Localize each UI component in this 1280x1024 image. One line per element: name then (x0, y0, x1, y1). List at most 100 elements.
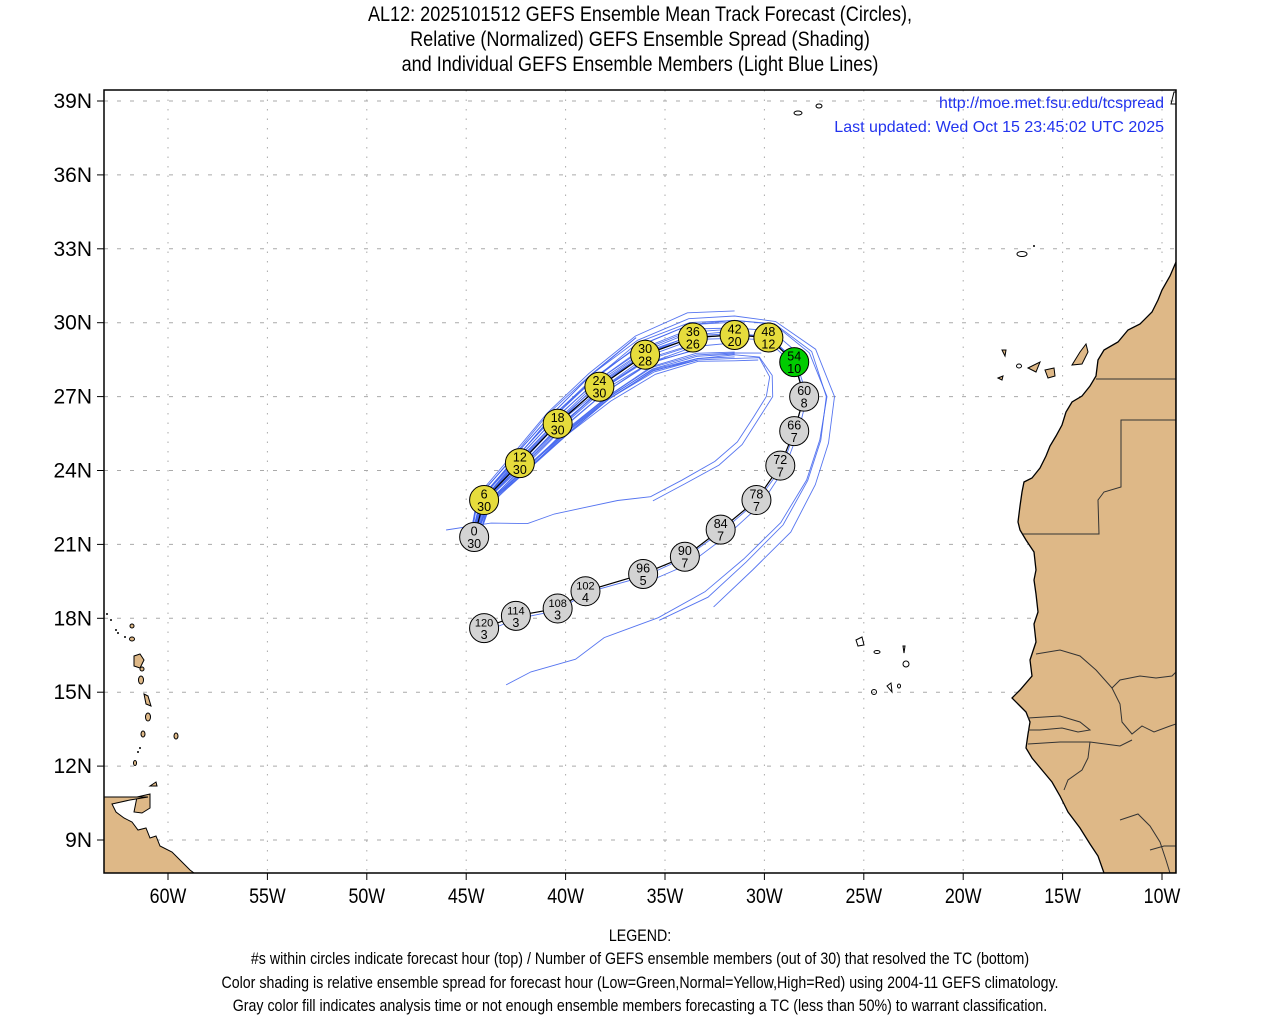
track-circle (459, 522, 490, 553)
lon-tick-label: 25W (845, 885, 882, 909)
lon-tick-label: 10W (1144, 885, 1181, 909)
legend-line-1: #s within circles indicate forecast hour… (250, 950, 1030, 968)
lon-tick-label: 30W (746, 885, 783, 909)
track-circle (669, 541, 700, 572)
track-circle (469, 485, 500, 516)
ensemble-member-line (446, 357, 771, 539)
forecast-hour-label: 36 (686, 325, 700, 339)
lon-tick-label: 55W (249, 885, 286, 909)
track-circle (753, 322, 784, 353)
forecast-hour-label: 30 (638, 342, 652, 356)
member-count-label: 7 (777, 466, 784, 480)
lon-tick-label: 15W (1044, 885, 1081, 909)
lon-tick-label: 40W (547, 885, 584, 909)
member-count-label: 7 (717, 530, 724, 544)
forecast-hour-label: 12 (513, 451, 527, 465)
lat-tick-label: 21N (53, 533, 92, 556)
lat-tick-label: 27N (53, 386, 92, 409)
track-point: 030 (459, 522, 490, 553)
forecast-hour-label: 108 (548, 598, 566, 610)
forecast-hour-label: 42 (728, 323, 742, 337)
legend-line-3: Gray color fill indicates analysis time … (232, 997, 1048, 1015)
forecast-hour-label: 90 (678, 544, 692, 558)
land-west-africa (1011, 261, 1176, 873)
track-point: 965 (628, 558, 659, 589)
track-point: 667 (779, 416, 810, 447)
track-circle (504, 448, 535, 479)
member-count-label: 30 (513, 463, 527, 477)
lon-tick-label: 60W (150, 885, 187, 909)
lat-tick-label: 15N (53, 681, 92, 704)
lat-tick-label: 39N (53, 90, 92, 113)
lat-tick-label: 33N (53, 238, 92, 261)
forecast-hour-label: 84 (714, 517, 728, 531)
gridlines (104, 90, 1176, 873)
track-circle (500, 600, 531, 631)
legend-line-2: Color shading is relative ensemble sprea… (221, 974, 1059, 992)
land-layer (104, 91, 1176, 873)
forecast-hour-label: 0 (471, 525, 478, 539)
lat-tick-label: 18N (53, 607, 92, 630)
track-circle (542, 408, 573, 439)
member-count-label: 28 (638, 355, 652, 369)
track-point: 608 (789, 381, 820, 412)
title-line-1: AL12: 2025101512 GEFS Ensemble Mean Trac… (367, 3, 913, 26)
track-circle (542, 593, 573, 624)
track-point: 630 (469, 485, 500, 516)
member-count-label: 30 (477, 500, 491, 514)
track-circle (705, 514, 736, 545)
track-circle (469, 613, 500, 644)
track-circle (584, 371, 615, 402)
track-circle (630, 339, 661, 370)
ensemble-member-line (471, 327, 803, 537)
lon-tick-label: 45W (448, 885, 485, 909)
forecast-hour-label: 120 (475, 618, 493, 630)
lat-tick-label: 9N (65, 829, 92, 852)
source-url[interactable]: http://moe.met.fsu.edu/tcspread (939, 95, 1164, 112)
member-count-label: 26 (686, 337, 700, 351)
track-circle (677, 322, 708, 353)
track-circle (779, 347, 810, 378)
forecast-hour-label: 60 (797, 384, 811, 398)
title-line-2: Relative (Normalized) GEFS Ensemble Spre… (410, 28, 870, 51)
last-updated: Last updated: Wed Oct 15 23:45:02 UTC 20… (834, 119, 1164, 136)
country-borders (1023, 378, 1176, 873)
member-count-label: 7 (791, 431, 798, 445)
forecast-hour-label: 96 (636, 561, 650, 575)
member-count-label: 7 (681, 557, 688, 571)
track-circle (719, 320, 750, 351)
lat-tick-label: 24N (53, 460, 92, 483)
lon-tick-label: 35W (647, 885, 684, 909)
canary-islands (996, 342, 1089, 381)
member-count-label: 3 (554, 608, 561, 622)
forecast-hour-label: 102 (576, 581, 594, 593)
lon-tick-label: 20W (945, 885, 982, 909)
legend-title: LEGEND: (608, 927, 672, 945)
track-point: 787 (741, 485, 772, 516)
track-circle (741, 485, 772, 516)
lat-tick-label: 30N (53, 312, 92, 335)
title-line-3: and Individual GEFS Ensemble Members (Li… (401, 53, 879, 76)
member-count-label: 5 (640, 574, 647, 588)
lon-tick-label: 50W (348, 885, 385, 909)
caribbean-islands (104, 623, 195, 873)
axis-ticks: 60W 55W 50W 45W 40W 35W 30W 25W 20W 15W 10W39N36N3… (53, 90, 1180, 908)
forecast-hour-label: 24 (592, 374, 606, 388)
member-count-label: 8 (801, 397, 808, 411)
forecast-hour-label: 78 (749, 488, 763, 502)
ensemble-member-line (473, 334, 797, 538)
track-point: 907 (669, 541, 700, 572)
ensemble-member-line (475, 337, 793, 538)
mean-track: 0306301230183024303028362642204812541060… (459, 320, 820, 644)
track-circle (765, 450, 796, 481)
forecast-hour-label: 6 (481, 488, 488, 502)
lat-tick-label: 36N (53, 164, 92, 187)
